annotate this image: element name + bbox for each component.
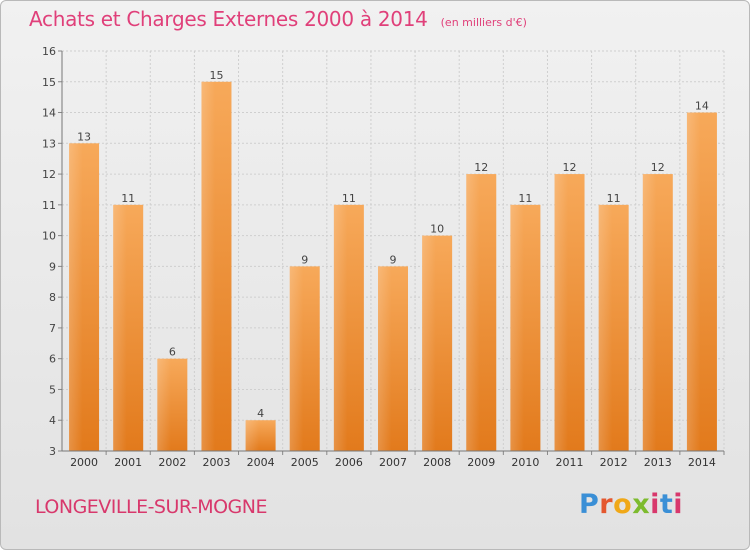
x-tick-label: 2003 — [202, 456, 230, 469]
bar-highlight — [378, 266, 392, 451]
data-label: 15 — [209, 69, 223, 82]
x-tick-label: 2004 — [247, 456, 275, 469]
place-name: LONGEVILLE-SUR-MOGNE — [35, 496, 267, 518]
proxiti-logo: Proxiti — [579, 489, 684, 520]
bar-highlight — [686, 112, 701, 452]
x-tick-label: 2008 — [423, 456, 451, 469]
y-tick-label: 13 — [42, 137, 56, 150]
bar-highlight — [642, 174, 657, 452]
bar-highlight — [69, 143, 83, 452]
x-tick-label: 2005 — [291, 456, 319, 469]
data-label: 9 — [301, 253, 308, 266]
x-tick-label: 2002 — [158, 456, 186, 469]
bar-highlight — [333, 204, 348, 451]
y-tick-label: 6 — [49, 353, 56, 366]
data-label: 9 — [390, 253, 397, 266]
bar-highlight — [598, 204, 613, 451]
bar-highlight — [157, 358, 171, 451]
data-label: 11 — [121, 192, 135, 205]
chart-title: Achats et Charges Externes 2000 à 2014 — [29, 7, 428, 31]
bar-highlight — [113, 204, 127, 451]
data-label: 11 — [342, 192, 356, 205]
y-tick-label: 12 — [42, 168, 56, 181]
x-tick-label: 2013 — [644, 456, 672, 469]
axes: 3 4 5 6 7 8 9 10 11 12 13 14 15 16 2000 2001 2002 2003 200… — [42, 45, 725, 469]
chart-subtitle: (en milliers d'€) — [440, 16, 527, 29]
bar-highlight — [289, 266, 304, 451]
data-label: 13 — [77, 130, 91, 143]
y-tick-label: 8 — [49, 291, 56, 304]
data-label: 12 — [651, 161, 665, 174]
y-tick-label: 4 — [49, 414, 56, 427]
x-tick-label: 2000 — [70, 456, 98, 469]
bar-highlight — [554, 174, 569, 452]
y-tick-label: 3 — [49, 445, 56, 458]
x-tick-label: 2011 — [556, 456, 584, 469]
data-label: 11 — [607, 192, 621, 205]
y-tick-label: 7 — [49, 322, 56, 335]
bar-highlight — [422, 235, 436, 451]
data-labels: 13 11 6 15 4 9 11 9 10 12 11 12 11 12 14 — [77, 69, 709, 420]
x-tick-label: 2010 — [511, 456, 539, 469]
data-label: 11 — [518, 192, 532, 205]
bar-highlight — [466, 174, 480, 452]
data-label: 10 — [430, 223, 444, 236]
x-tick-label: 2012 — [600, 456, 628, 469]
title-row: Achats et Charges Externes 2000 à 2014 (… — [29, 7, 527, 31]
y-tick-label: 5 — [49, 383, 56, 396]
y-tick-label: 11 — [42, 199, 56, 212]
data-label: 12 — [563, 161, 577, 174]
data-label: 14 — [695, 100, 709, 113]
x-tick-label: 2014 — [688, 456, 716, 469]
bar-highlight — [201, 81, 215, 452]
x-tick-label: 2007 — [379, 456, 407, 469]
bar-highlight — [510, 204, 524, 451]
x-tick-label: 2009 — [467, 456, 495, 469]
data-label: 6 — [169, 346, 176, 359]
y-tick-label: 9 — [49, 260, 56, 273]
x-tick-label: 2001 — [114, 456, 142, 469]
y-tick-label: 16 — [42, 45, 56, 58]
y-tick-label: 14 — [42, 107, 56, 120]
data-label: 12 — [474, 161, 488, 174]
x-tick-label: 2006 — [335, 456, 363, 469]
y-tick-label: 10 — [42, 230, 56, 243]
data-label: 4 — [257, 407, 264, 420]
bar-highlight — [245, 420, 260, 451]
bars — [69, 81, 717, 452]
y-tick-label: 15 — [42, 76, 56, 89]
